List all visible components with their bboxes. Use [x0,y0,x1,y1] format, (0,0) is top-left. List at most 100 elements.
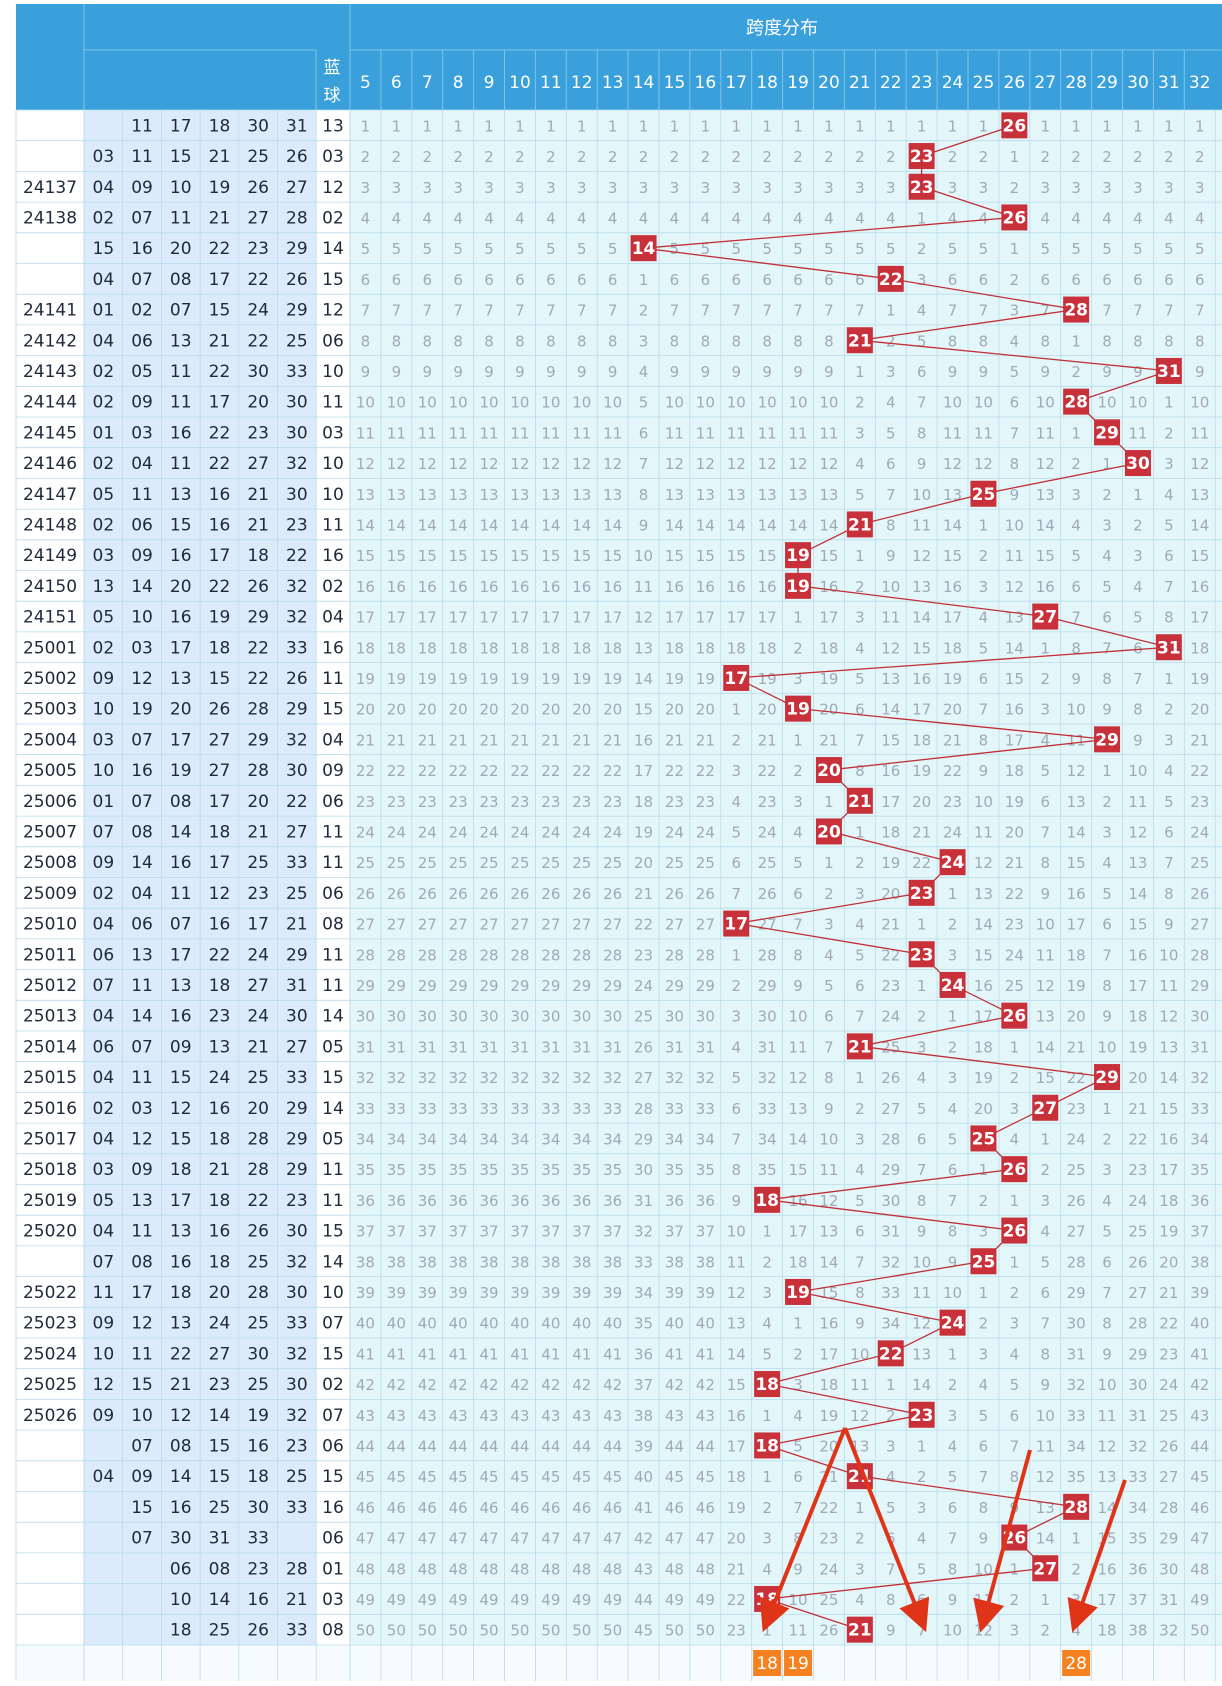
span-miss-count: 6 [515,271,525,289]
span-column-header: 32 [1189,73,1211,93]
span-miss-count: 9 [917,1223,927,1241]
span-miss-count: 32 [603,1069,622,1087]
red-ball-number: 03 [93,546,115,566]
span-miss-count: 17 [758,609,777,627]
span-miss-count: 36 [634,1345,653,1363]
span-miss-count: 24 [758,823,777,841]
span-miss-count: 24 [1159,1376,1178,1394]
span-miss-count: 17 [1128,977,1147,995]
span-miss-count: 8 [701,332,711,350]
span-miss-count: 13 [1159,1038,1178,1056]
span-miss-count: 4 [1102,854,1112,872]
span-miss-count: 14 [1036,1530,1055,1548]
span-miss-count: 10 [974,394,993,412]
span-miss-count: 6 [701,271,711,289]
span-hit-value: 23 [910,1406,934,1426]
span-miss-count: 9 [917,455,927,473]
span-miss-count: 36 [449,1192,468,1210]
span-miss-count: 15 [1036,547,1055,565]
span-miss-count: 5 [1133,609,1143,627]
span-miss-count: 14 [1190,516,1209,534]
red-ball-number: 32 [286,577,308,597]
span-miss-count: 5 [1133,240,1143,258]
red-ball-number: 32 [286,608,308,628]
span-miss-count: 22 [1005,885,1024,903]
span-miss-count: 8 [1010,455,1020,473]
red-ball-number: 23 [247,1559,269,1579]
span-miss-count: 49 [541,1591,560,1609]
forecast-value: 18 [756,1654,778,1674]
span-miss-count: 26 [572,885,591,903]
span-miss-count: 10 [1067,701,1086,719]
span-miss-count: 25 [356,854,375,872]
blue-ball-header-2: 球 [324,86,341,106]
span-miss-count: 20 [510,701,529,719]
span-miss-count: 8 [824,332,834,350]
span-miss-count: 8 [515,332,525,350]
blue-ball-number: 07 [322,1406,344,1426]
span-miss-count: 27 [665,916,684,934]
span-miss-count: 29 [1190,977,1209,995]
span-miss-count: 9 [793,977,803,995]
span-miss-count: 16 [665,578,684,596]
span-miss-count: 10 [665,394,684,412]
span-miss-count: 31 [387,1038,406,1056]
span-hit-cell [1032,603,1059,630]
span-miss-count: 27 [510,916,529,934]
span-hit-value: 25 [972,1252,996,1272]
span-miss-count: 4 [793,1407,803,1425]
span-miss-count: 10 [850,1345,869,1363]
span-miss-count: 16 [819,578,838,596]
span-miss-count: 20 [603,701,622,719]
span-hit-value: 27 [1033,1099,1057,1119]
span-miss-count: 9 [948,363,958,381]
issue-number: 25018 [23,1160,77,1180]
red-ball-number: 26 [247,178,269,198]
span-miss-count: 33 [696,1100,715,1118]
span-miss-count: 2 [731,977,741,995]
span-column-header: 30 [1127,73,1149,93]
forecast-cell [784,1650,813,1676]
red-ball-number: 05 [93,608,115,628]
span-miss-count: 45 [634,1622,653,1640]
span-miss-count: 6 [361,271,371,289]
span-miss-count: 10 [789,1008,808,1026]
red-ball-number: 12 [131,1129,153,1149]
span-miss-count: 11 [1098,1407,1117,1425]
span-miss-count: 10 [1098,1376,1117,1394]
span-miss-count: 10 [1098,394,1117,412]
span-miss-count: 16 [387,578,406,596]
red-ball-number: 32 [286,454,308,474]
span-hit-cell [785,1278,812,1305]
span-miss-count: 33 [603,1100,622,1118]
span-miss-count: 7 [1133,670,1143,688]
red-ball-number: 03 [131,1099,153,1119]
blue-ball-number: 08 [322,915,344,935]
span-miss-count: 5 [701,240,711,258]
red-ball-number: 08 [170,270,192,290]
span-miss-count: 46 [510,1499,529,1517]
span-miss-count: 3 [1071,486,1081,504]
span-miss-count: 50 [696,1622,715,1640]
span-miss-count: 1 [1102,117,1112,135]
span-column-header: 12 [571,73,593,93]
red-ball-number: 33 [286,853,308,873]
span-miss-count: 18 [696,639,715,657]
span-miss-count: 1 [979,516,989,534]
span-hit-cell [970,480,997,507]
span-miss-count: 15 [974,946,993,964]
red-ball-number: 20 [170,700,192,720]
span-miss-count: 28 [387,946,406,964]
span-miss-count: 3 [855,1560,865,1578]
span-miss-count: 10 [634,547,653,565]
span-miss-count: 32 [1128,1437,1147,1455]
span-miss-count: 33 [665,1100,684,1118]
span-miss-count: 43 [356,1407,375,1425]
span-miss-count: 10 [1036,1407,1055,1425]
span-miss-count: 47 [603,1530,622,1548]
span-miss-count: 12 [480,455,499,473]
span-miss-count: 14 [789,1130,808,1148]
red-ball-number: 26 [247,577,269,597]
span-miss-count: 32 [1159,1622,1178,1640]
span-miss-count: 6 [577,271,587,289]
